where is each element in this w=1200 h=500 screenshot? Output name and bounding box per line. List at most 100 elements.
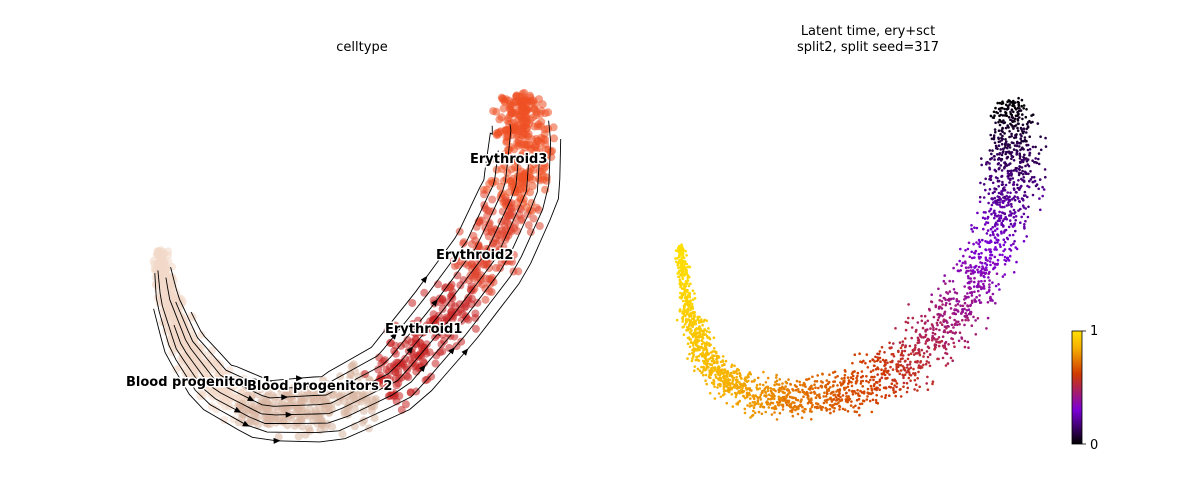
latent-time-point <box>902 376 905 380</box>
latent-time-point <box>993 216 996 220</box>
latent-time-point <box>1009 191 1012 195</box>
latent-time-point <box>705 319 708 323</box>
latent-time-point <box>767 402 771 406</box>
latent-time-point <box>688 291 691 295</box>
streamline-arrow <box>406 346 414 354</box>
latent-time-point <box>1016 113 1020 117</box>
latent-time-point <box>802 395 805 399</box>
latent-time-point <box>685 320 688 323</box>
latent-time-point <box>969 304 972 308</box>
latent-time-point <box>949 307 953 310</box>
latent-time-point <box>693 369 696 373</box>
latent-time-point <box>1012 271 1016 274</box>
cell-point <box>508 180 517 189</box>
cell-point <box>432 351 441 360</box>
latent-time-point <box>717 356 721 359</box>
latent-time-point <box>724 359 728 363</box>
latent-time-point <box>708 376 711 379</box>
latent-time-point <box>880 368 883 372</box>
latent-time-point <box>958 323 961 326</box>
latent-time-point <box>961 308 964 311</box>
cell-point <box>480 201 489 209</box>
latent-time-point <box>1022 104 1026 107</box>
latent-time-point <box>956 309 959 312</box>
latent-time-point <box>677 275 681 279</box>
latent-time-point <box>1034 157 1037 160</box>
latent-time-point <box>1027 185 1031 189</box>
cell-point <box>207 346 216 355</box>
latent-time-point <box>706 336 709 339</box>
velocity-streamlines <box>153 120 562 444</box>
latent-time-point <box>677 266 680 270</box>
latent-time-point <box>1022 180 1026 183</box>
latent-time-point <box>884 396 887 400</box>
latent-time-point <box>901 340 905 343</box>
latent-time-point <box>1023 190 1027 194</box>
latent-time-point <box>686 342 690 346</box>
latent-time-point <box>943 274 946 277</box>
latent-time-point <box>918 385 921 389</box>
latent-time-point <box>1008 199 1011 203</box>
latent-time-point <box>721 380 724 383</box>
latent-time-point <box>986 316 990 320</box>
latent-time-point <box>938 314 941 318</box>
latent-time-point <box>916 321 920 324</box>
latent-time-point <box>895 363 898 366</box>
latent-time-point <box>1012 242 1015 246</box>
latent-time-point <box>682 325 685 329</box>
latent-time-point <box>686 312 689 316</box>
latent-time-point <box>1002 121 1005 125</box>
latent-time-point <box>909 379 912 383</box>
cell-point <box>390 347 399 356</box>
latent-time-point <box>972 285 976 288</box>
latent-time-point <box>947 299 951 302</box>
latent-time-point <box>973 298 976 301</box>
streamline-arrow <box>281 394 289 401</box>
latent-time-point <box>950 337 953 340</box>
latent-time-point <box>982 287 986 290</box>
latent-time-point <box>775 373 778 377</box>
latent-time-point <box>996 195 999 198</box>
latent-time-point <box>1003 255 1007 259</box>
cell-point <box>300 392 309 401</box>
latent-time-point <box>721 359 725 362</box>
latent-time-point <box>781 382 784 385</box>
latent-time-point <box>1005 194 1008 198</box>
latent-time-point <box>696 316 700 320</box>
latent-time-point <box>708 337 712 341</box>
cell-point <box>522 203 531 211</box>
latent-time-point <box>967 308 971 312</box>
latent-time-point <box>725 401 729 405</box>
latent-time-point <box>705 382 708 386</box>
latent-time-point <box>685 302 689 305</box>
cell-point <box>438 296 447 305</box>
latent-time-point <box>982 227 985 231</box>
latent-time-point <box>1013 240 1016 243</box>
latent-time-point <box>1034 161 1037 164</box>
latent-time-point <box>936 318 940 322</box>
latent-time-point <box>1001 275 1005 278</box>
latent-time-point <box>991 261 995 265</box>
latent-time-point <box>1005 107 1009 111</box>
latent-time-point <box>1019 221 1022 224</box>
latent-time-point <box>995 238 998 241</box>
latent-time-point <box>678 309 682 313</box>
latent-time-point <box>1001 100 1004 103</box>
latent-time-point <box>843 376 846 380</box>
latent-time-point <box>691 323 695 327</box>
latent-time-point <box>920 366 924 369</box>
latent-time-point <box>991 281 994 284</box>
latent-time-point <box>995 248 998 251</box>
latent-time-point <box>924 321 927 324</box>
latent-time-point <box>849 404 853 407</box>
latent-time-point <box>764 381 768 384</box>
latent-time-point <box>970 224 973 227</box>
latent-time-point <box>967 269 970 273</box>
latent-time-point <box>813 392 817 395</box>
cell-point <box>440 336 449 345</box>
latent-time-point <box>989 234 992 237</box>
latent-time-point <box>875 381 879 384</box>
latent-time-point <box>1001 137 1004 141</box>
latent-time-point <box>1005 157 1009 160</box>
latent-time-point <box>978 294 981 297</box>
